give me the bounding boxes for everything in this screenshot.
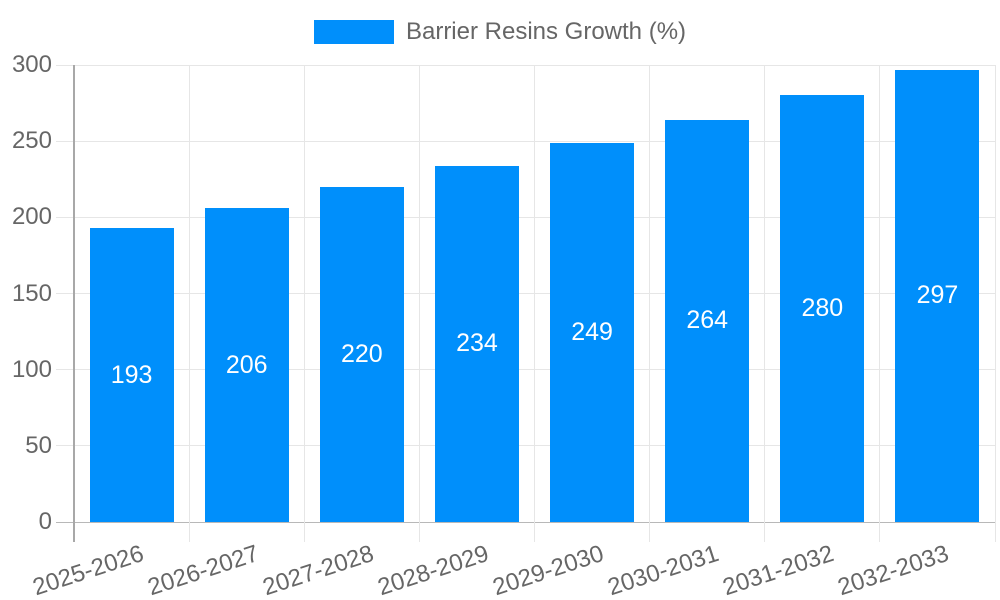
y-gridline [56,369,995,371]
y-tick-label: 50 [25,431,52,459]
x-tick-label-2032-2033: 2032-2033 [834,540,953,600]
x-gridline [649,65,651,542]
bar-2032-2033[interactable]: 297 [895,69,980,522]
bar-2025-2026[interactable]: 193 [89,228,174,522]
x-gridline [418,65,420,542]
bar-2026-2027[interactable]: 206 [204,208,289,522]
x-gridline [303,65,305,542]
bar-value-label: 297 [916,281,959,310]
x-tick-label-2030-2031: 2030-2031 [604,540,723,600]
x-gridline [188,65,190,542]
bar-value-label: 206 [225,350,268,379]
bar-2029-2030[interactable]: 249 [550,142,635,522]
bar-value-label: 264 [686,306,729,335]
legend-swatch [313,20,394,44]
bar-2031-2032[interactable]: 280 [780,95,865,522]
x-tick-label-2029-2030: 2029-2030 [489,540,608,600]
bar-2030-2031[interactable]: 264 [665,119,750,522]
y-tick-label: 250 [11,127,52,155]
y-gridline [56,521,995,523]
y-gridline [56,140,995,142]
y-gridline [56,445,995,447]
bar-value-label: 280 [801,294,844,323]
y-tick-label: 150 [11,279,52,307]
y-tick-label: 300 [11,51,52,78]
bar-2027-2028[interactable]: 220 [319,186,404,522]
x-tick-label-2026-2027: 2026-2027 [144,540,262,600]
y-axis-line [72,65,75,542]
bar-value-label: 234 [456,329,498,358]
x-tick-label-2025-2026: 2025-2026 [29,540,147,600]
x-gridline [994,65,996,542]
x-gridline [534,65,535,542]
y-gridline [56,216,995,218]
y-tick-label: 100 [11,355,52,383]
y-tick-label: 0 [38,508,52,535]
bar-value-label: 193 [110,360,153,389]
y-gridline [56,293,995,294]
x-tick-label-2027-2028: 2027-2028 [259,540,377,600]
bar-2028-2029[interactable]: 234 [434,165,519,522]
legend-label: Barrier Resins Growth (%) [405,18,687,45]
y-gridline [56,64,995,66]
bar-value-label: 220 [340,339,383,368]
x-gridline [764,65,766,542]
plot-area: 193 206 220 234 249 264 280 297 [56,64,996,542]
y-tick-label: 200 [11,203,52,231]
x-tick-label-2028-2029: 2028-2029 [374,540,492,600]
x-gridline [879,65,881,542]
legend[interactable]: Barrier Resins Growth (%) [0,19,1000,45]
x-tick-label-2031-2032: 2031-2032 [719,540,838,600]
bar-value-label: 249 [571,317,613,346]
